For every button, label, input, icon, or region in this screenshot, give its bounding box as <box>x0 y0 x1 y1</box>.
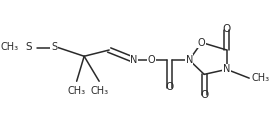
Text: O: O <box>148 55 156 65</box>
Text: N: N <box>186 55 193 65</box>
Text: O: O <box>165 82 173 92</box>
Text: CH₃: CH₃ <box>252 73 270 83</box>
Text: O: O <box>200 90 208 100</box>
Text: N: N <box>131 55 138 65</box>
Text: CH₃: CH₃ <box>68 86 86 96</box>
Text: CH₃: CH₃ <box>1 42 19 52</box>
Text: O: O <box>198 38 206 48</box>
Text: CH₃: CH₃ <box>90 86 108 96</box>
Text: O: O <box>222 24 231 34</box>
Text: S: S <box>51 42 57 52</box>
Text: N: N <box>223 64 230 74</box>
Text: S: S <box>26 42 32 52</box>
